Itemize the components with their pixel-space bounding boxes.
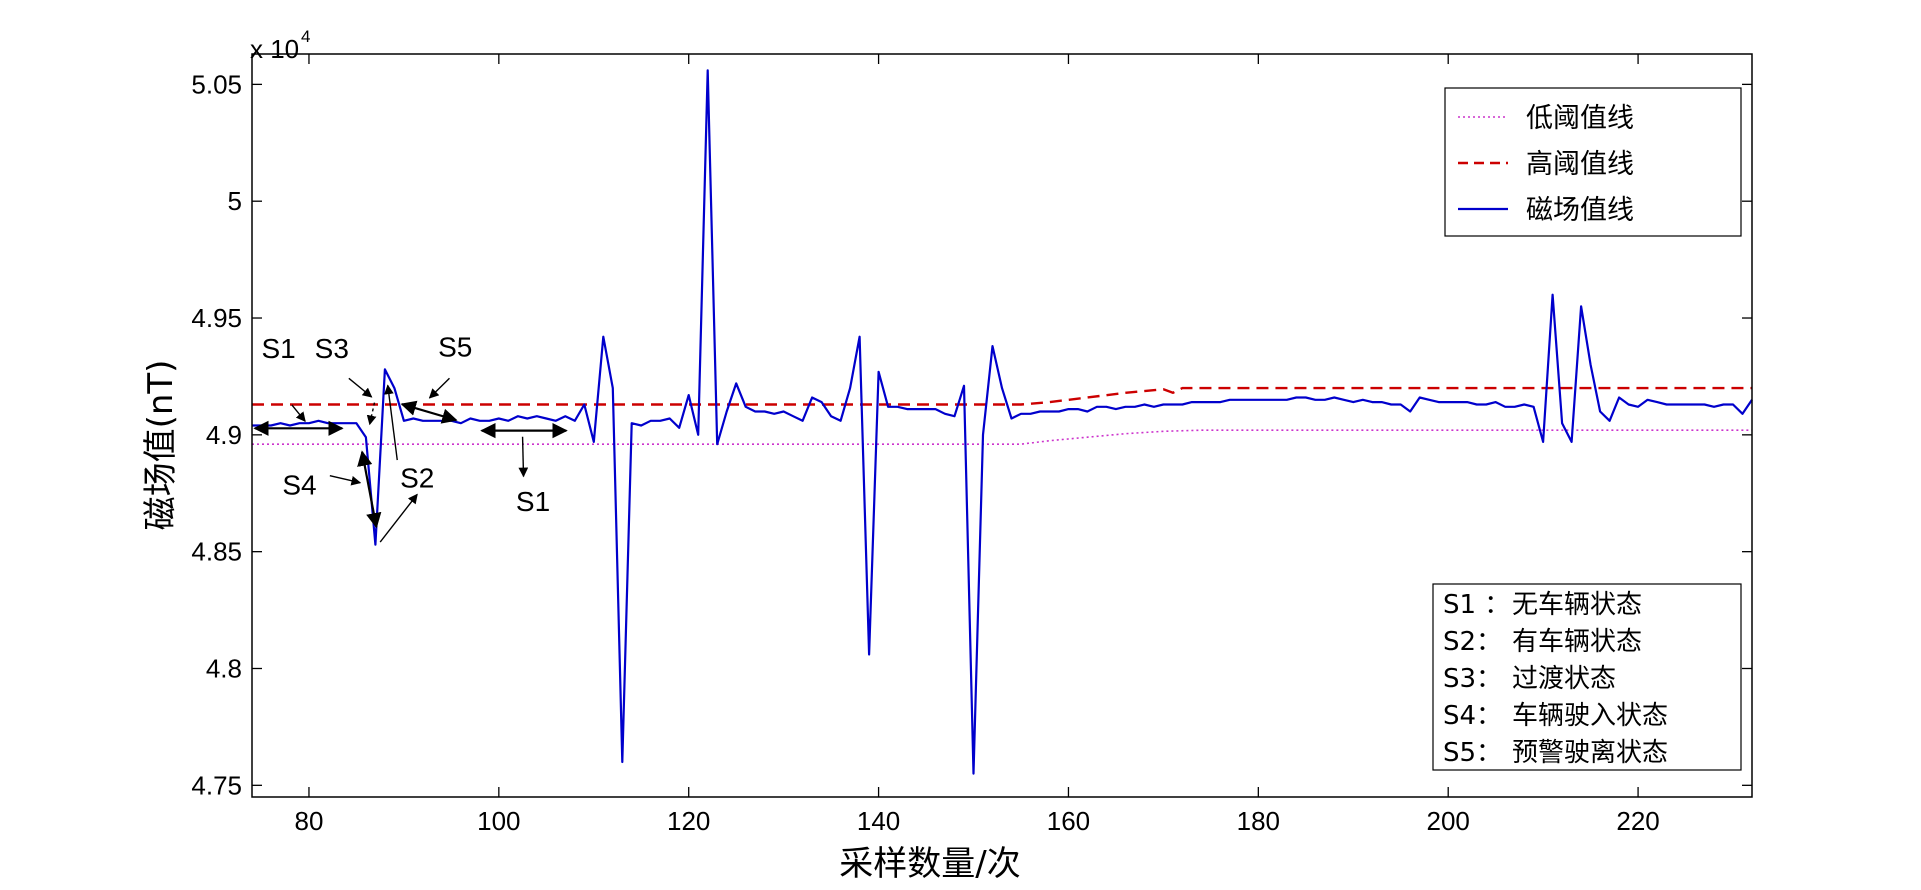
y-axis-label: 磁场值(nT) [141, 360, 181, 531]
annotation-arrow [291, 404, 306, 423]
state-legend-item-2: S3： [1443, 664, 1502, 694]
annotation-label-s2: S2 [400, 462, 434, 493]
annotation-arrow [379, 493, 418, 543]
annotation-label-s4: S4 [282, 469, 316, 500]
annotation-arrow [348, 377, 373, 398]
state-legend: S1 ：无车辆状态 S2： 有车辆状态 S3： 过渡状态 S4： 车辆驶入状态 S5： 预警驶离… [1432, 583, 1742, 771]
x-tick-label: 200 [1427, 806, 1470, 836]
state-legend-desc-4: 预警驶离状态 [1512, 738, 1668, 768]
x-axis-label: 采样数量/次 [839, 844, 1020, 884]
y-tick-label: 4.95 [191, 303, 242, 333]
state-legend-box [1432, 583, 1742, 771]
state-legend-desc-1: 有车辆状态 [1512, 627, 1642, 657]
y-exponent-label: x 10 [250, 34, 299, 64]
y-tick-label: 4.85 [191, 537, 242, 567]
x-tick-label: 80 [295, 806, 324, 836]
y-tick-label: 5 [228, 186, 242, 216]
series-line-0 [252, 429, 1752, 446]
y-tick-label: 4.75 [191, 770, 242, 800]
y-tick-label: 4.9 [206, 420, 242, 450]
state-legend-item-0: S1 ： [1443, 590, 1510, 620]
y-tick-label: 4.8 [206, 653, 242, 683]
annotation-arrow [428, 377, 450, 399]
x-tick-label: 140 [857, 806, 900, 836]
annotation-arrow [366, 402, 377, 426]
y-tick-label: 5.05 [191, 69, 242, 99]
state-legend-desc-3: 车辆驶入状态 [1512, 701, 1668, 731]
series-line-1 [252, 386, 1752, 406]
state-legend-item-3: S4： [1443, 701, 1502, 731]
annotation-arrow [518, 436, 529, 478]
annotation-label-s5: S5 [438, 332, 472, 363]
legend-label-2: 磁场值线 [1526, 195, 1634, 226]
x-tick-label: 160 [1047, 806, 1090, 836]
legend-label-0: 低阈值线 [1526, 103, 1634, 134]
state-legend-desc-0: 无车辆状态 [1512, 590, 1642, 620]
legend-label-1: 高阈值线 [1526, 149, 1634, 180]
annotation-arrow [357, 450, 382, 529]
series-layer [252, 69, 1753, 775]
state-legend-item-1: S2： [1443, 627, 1502, 657]
x-tick-label: 220 [1616, 806, 1659, 836]
x-tick-label: 100 [477, 806, 520, 836]
annotation-label-s1: S1 [261, 333, 295, 364]
annotation-arrow [400, 400, 458, 424]
state-legend-item-4: S5： [1443, 738, 1502, 768]
state-legend-desc-2: 过渡状态 [1512, 664, 1616, 694]
series-line-2 [252, 69, 1753, 775]
annotation-label-s1: S1 [516, 486, 550, 517]
annotation-arrow [384, 384, 398, 461]
axis-ticks: 80 100 120 140 160 180 200 220 4.75 4.8 4.85 4.9 4.9… [191, 54, 1752, 836]
x-tick-label: 120 [667, 806, 710, 836]
plot-area-frame [251, 53, 1753, 798]
x-tick-label: 180 [1237, 806, 1280, 836]
annotation-arrow [329, 475, 362, 486]
state-annotations: S1 S3 S5 S4 S2 S1 [253, 332, 568, 543]
y-exponent-power: 4 [301, 27, 310, 46]
annotation-label-s3: S3 [315, 333, 349, 364]
